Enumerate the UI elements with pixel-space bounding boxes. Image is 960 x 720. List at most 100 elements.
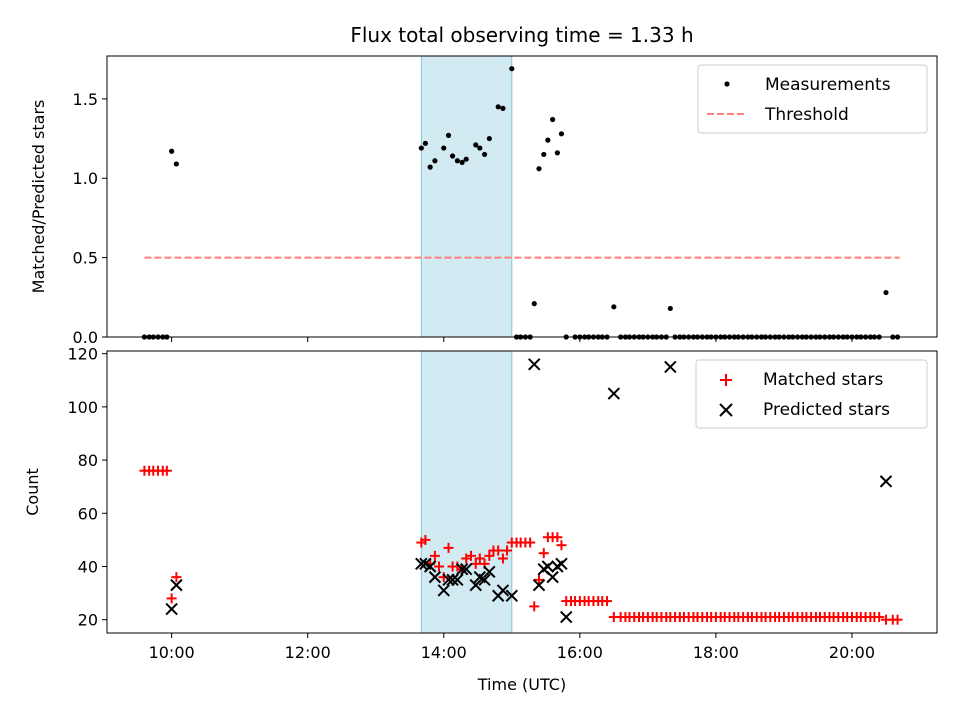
measurement-point: [554, 150, 560, 156]
bottom-panel: 20 40 60 80 100 120 10:00 12:00 14:00 16:00 18:00…: [23, 345, 938, 694]
measurement-point: [432, 158, 438, 164]
matched-star-marker: [470, 558, 481, 569]
measurement-point: [422, 140, 428, 146]
predicted-star-marker: [528, 358, 541, 371]
matched-star-marker: [443, 542, 454, 553]
predicted-star-marker: [415, 557, 428, 571]
predicted-star-marker: [437, 584, 450, 597]
measurement-point: [445, 132, 452, 138]
legend-predicted-marker: [719, 403, 733, 417]
predicted-star-marker: [170, 578, 183, 592]
matched-star-marker: [556, 540, 567, 551]
measurement-point: [550, 116, 556, 123]
x-tick-label: 20:00: [829, 643, 875, 662]
bottom-axes-frame: [106, 350, 938, 634]
measurement-point: [169, 148, 175, 154]
measurement-point: [536, 166, 542, 172]
legend-measurement-marker: [724, 81, 730, 87]
matched-star-marker: [434, 561, 444, 572]
measurement-point: [427, 164, 433, 170]
predicted-star-marker: [664, 360, 677, 374]
legend-threshold-label: Threshold: [764, 105, 849, 125]
matched-star-marker: [497, 553, 508, 564]
measurement-point: [531, 301, 537, 307]
top-highlight-span: [420, 55, 513, 338]
predicted-star-marker: [451, 573, 464, 586]
predicted-star-marker: [555, 557, 568, 571]
legend-predicted-label: Predicted stars: [763, 400, 890, 420]
measurement-point: [173, 161, 179, 167]
matched-star-marker: [892, 614, 903, 625]
legend-measurements-label: Measurements: [765, 75, 891, 95]
chart-title: Flux total observing time = 1.33 h: [350, 23, 693, 47]
measurement-point: [473, 142, 479, 148]
bottom-x-ticks: 10:00 12:00 14:00 16:00 18:00 20:00: [149, 633, 875, 662]
measurement-point: [611, 304, 617, 310]
top-y-axis-label: Matched/Predicted stars: [29, 100, 48, 294]
y-tick-label: 40: [78, 557, 98, 576]
y-tick-label: 1.0: [73, 169, 98, 188]
predicted-star-marker: [496, 584, 510, 597]
y-tick-label: 100: [67, 398, 98, 417]
y-tick-label: 120: [67, 345, 98, 364]
x-axis-label: Time (UTC): [477, 675, 566, 694]
predicted-star-marker: [505, 589, 519, 602]
measurement-point: [418, 145, 424, 151]
top-x-ticks: [171, 337, 853, 342]
y-tick-label: 80: [78, 451, 98, 470]
predicted-star-marker: [541, 560, 555, 573]
measurement-point: [545, 137, 551, 143]
measurement-point: [477, 145, 483, 151]
measurement-point: [509, 66, 515, 72]
measurement-points: [141, 66, 901, 340]
matched-star-marker: [474, 553, 485, 564]
top-legend: Measurements Threshold: [697, 64, 928, 134]
measurement-point: [481, 151, 488, 158]
predicted-star-marker: [560, 610, 573, 624]
matched-star-marker: [166, 593, 177, 604]
measurement-point: [500, 105, 506, 111]
predicted-star-marker: [469, 578, 482, 592]
predicted-star-marker: [423, 560, 437, 573]
predicted-star-marker: [478, 573, 491, 586]
legend-matched-label: Matched stars: [763, 370, 883, 390]
y-tick-label: 60: [78, 504, 98, 523]
x-tick-label: 14:00: [421, 643, 467, 662]
predicted-star-marker: [546, 570, 559, 584]
predicted-star-marker: [455, 562, 469, 576]
y-tick-label: 0.0: [73, 328, 98, 347]
matched-star-marker: [538, 548, 549, 559]
predicted-star-marker: [460, 562, 473, 576]
predicted-star-marker: [442, 573, 455, 586]
matched-star-marker: [429, 550, 440, 561]
predicted-star-marker: [483, 565, 496, 579]
matched-star-marker: [171, 572, 182, 583]
matched-star-marker: [465, 550, 476, 561]
matched-star-markers: [139, 465, 903, 625]
matched-star-marker: [529, 601, 540, 612]
matched-star-marker: [161, 465, 172, 476]
matched-star-marker: [525, 537, 536, 548]
measurement-point: [541, 151, 547, 158]
predicted-star-marker: [532, 578, 546, 592]
measurement-point: [558, 131, 565, 137]
y-tick-label: 1.5: [73, 90, 98, 109]
x-tick-label: 18:00: [693, 643, 739, 662]
top-axes-frame: [106, 55, 938, 338]
measurement-point: [667, 305, 673, 312]
top-legend-box: [697, 64, 928, 134]
bottom-y-ticks: 20 40 60 80 100 120: [67, 345, 107, 630]
matched-star-marker: [602, 596, 613, 607]
y-tick-label: 0.5: [73, 249, 98, 268]
matched-star-marker: [502, 545, 513, 556]
predicted-star-marker: [879, 475, 893, 488]
x-tick-label: 10:00: [149, 643, 195, 662]
bottom-y-axis-label: Count: [23, 468, 42, 516]
top-y-ticks: 0.0 0.5 1.0 1.5: [73, 90, 107, 347]
measurement-point: [450, 153, 456, 159]
predicted-star-marker: [165, 602, 178, 616]
legend-matched-marker: [720, 374, 732, 386]
x-tick-label: 16:00: [557, 643, 603, 662]
predicted-star-marker: [446, 573, 459, 586]
